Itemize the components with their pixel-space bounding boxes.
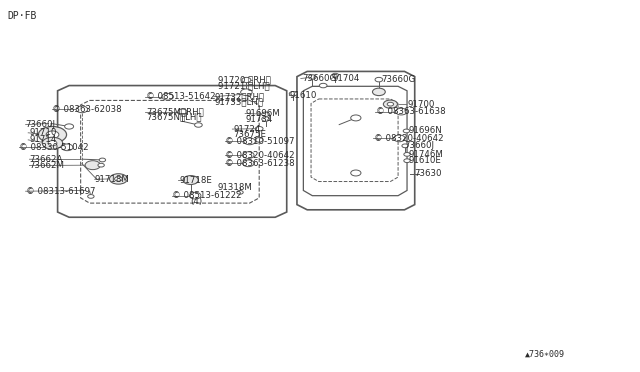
Circle shape	[242, 77, 251, 83]
Text: 91733〈LH〉: 91733〈LH〉	[214, 97, 263, 106]
Text: 91721 〈LH〉: 91721 〈LH〉	[218, 81, 269, 90]
Text: 91610: 91610	[289, 92, 317, 100]
Circle shape	[403, 129, 410, 133]
Text: 91734: 91734	[245, 115, 273, 124]
Circle shape	[351, 170, 361, 176]
Circle shape	[262, 112, 269, 116]
Text: 73630: 73630	[415, 169, 442, 178]
Text: 91696M: 91696M	[245, 109, 280, 118]
Text: 73660J: 73660J	[26, 120, 56, 129]
Circle shape	[332, 73, 339, 77]
Circle shape	[404, 153, 410, 156]
Circle shape	[255, 126, 263, 131]
Circle shape	[65, 124, 74, 129]
Text: 91700: 91700	[408, 100, 435, 109]
Text: 91720 〈RH〉: 91720 〈RH〉	[218, 76, 271, 84]
Text: 91610E: 91610E	[408, 156, 441, 165]
Circle shape	[394, 135, 405, 142]
Circle shape	[42, 137, 63, 149]
Text: 73662M: 73662M	[29, 161, 65, 170]
Text: 73675E: 73675E	[234, 130, 267, 139]
Circle shape	[243, 152, 254, 158]
Circle shape	[109, 174, 127, 184]
Text: © 08363-61238: © 08363-61238	[225, 159, 295, 168]
Circle shape	[237, 190, 243, 194]
Circle shape	[178, 109, 187, 114]
Circle shape	[98, 163, 104, 167]
Circle shape	[244, 138, 255, 145]
Circle shape	[61, 144, 73, 151]
Circle shape	[99, 158, 106, 162]
Circle shape	[319, 83, 327, 88]
Text: © 08313-61697: © 08313-61697	[26, 187, 95, 196]
Text: 91710: 91710	[29, 128, 57, 137]
Text: (4): (4)	[191, 197, 203, 206]
Circle shape	[88, 195, 94, 198]
Circle shape	[76, 106, 88, 113]
Text: 91746M: 91746M	[408, 150, 443, 159]
Text: © 08513-51642: © 08513-51642	[146, 92, 216, 101]
Circle shape	[387, 102, 394, 106]
Circle shape	[46, 131, 59, 138]
Text: 91714: 91714	[29, 135, 57, 144]
Text: © 08320-40642: © 08320-40642	[374, 134, 444, 143]
Circle shape	[289, 92, 297, 96]
Text: 91696N: 91696N	[408, 126, 442, 135]
Circle shape	[241, 89, 252, 96]
Circle shape	[189, 192, 201, 199]
Circle shape	[383, 100, 397, 108]
Text: DP·FB: DP·FB	[8, 10, 37, 20]
Circle shape	[375, 77, 383, 82]
Circle shape	[262, 117, 269, 121]
Circle shape	[396, 108, 407, 115]
Text: © 08363-61638: © 08363-61638	[376, 107, 446, 116]
Text: 73660J: 73660J	[404, 141, 435, 150]
Text: © 08363-62038: © 08363-62038	[52, 105, 122, 114]
Text: 91724: 91724	[234, 125, 261, 134]
Circle shape	[48, 141, 57, 146]
Text: ▲736∗009: ▲736∗009	[525, 350, 564, 359]
Circle shape	[195, 123, 202, 127]
Circle shape	[85, 161, 100, 170]
Text: 73675N〈LH〉: 73675N〈LH〉	[146, 112, 202, 121]
Text: © 08513-61222: © 08513-61222	[172, 191, 241, 200]
Text: 73660G: 73660G	[302, 74, 337, 83]
Circle shape	[183, 176, 198, 185]
Circle shape	[351, 115, 361, 121]
Text: 91318M: 91318M	[218, 183, 252, 192]
Circle shape	[243, 160, 254, 167]
Text: 91718M: 91718M	[95, 175, 129, 184]
Text: © 08320-40642: © 08320-40642	[225, 151, 295, 160]
Circle shape	[404, 159, 410, 163]
Circle shape	[255, 138, 263, 142]
Text: 91732〈RH〉: 91732〈RH〉	[214, 92, 264, 101]
Text: 91718E: 91718E	[179, 176, 212, 185]
Text: 91704: 91704	[333, 74, 360, 83]
Text: 73660G: 73660G	[381, 76, 416, 84]
Circle shape	[402, 144, 408, 148]
Circle shape	[308, 75, 316, 79]
Text: 73662A: 73662A	[29, 155, 63, 164]
Circle shape	[372, 88, 385, 96]
Text: © 08310-51097: © 08310-51097	[225, 137, 295, 146]
Circle shape	[115, 177, 122, 181]
Circle shape	[38, 126, 67, 143]
Text: 73675M〈RH〉: 73675M〈RH〉	[146, 107, 204, 116]
Text: © 08330-51042: © 08330-51042	[19, 143, 89, 152]
Circle shape	[162, 93, 173, 100]
